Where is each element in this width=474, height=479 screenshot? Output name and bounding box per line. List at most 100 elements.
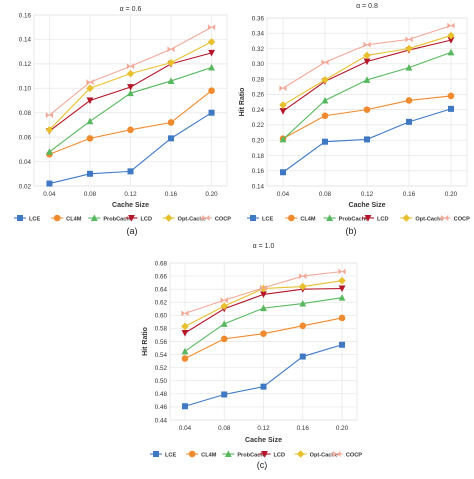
x-tick-label: 0.04 [43, 191, 56, 198]
legend-marker [202, 215, 210, 221]
series-cocp [45, 24, 216, 119]
data-point [447, 22, 455, 29]
data-point [207, 24, 216, 31]
chart-title: α = 0.8 [356, 3, 378, 10]
x-tick-label: 0.16 [165, 191, 178, 198]
data-point [447, 92, 455, 100]
data-point [220, 297, 228, 304]
data-point [321, 59, 329, 66]
series-cl4m [279, 92, 455, 142]
y-tick-label: 0.06 [19, 134, 32, 141]
data-point [405, 97, 413, 104]
data-point [208, 87, 215, 95]
legend-label: LCD [377, 216, 389, 222]
data-point [181, 310, 189, 317]
chart-panel-1: 0.14 0.16 0.18 0.20 0.22 0.24 0.26 0.28 0.30 0.32… [239, 3, 470, 236]
series-lce [46, 109, 215, 187]
chart-title: α = 1.0 [253, 243, 275, 250]
data-point [279, 101, 287, 109]
data-point [260, 383, 267, 390]
series-cocp [279, 22, 455, 92]
x-tick-label: 0.04 [179, 425, 192, 432]
x-tick-label: 0.08 [218, 425, 231, 432]
legend-marker [128, 215, 135, 222]
data-point [339, 341, 346, 348]
y-tick-label: 0.10 [19, 86, 32, 93]
data-point [338, 285, 346, 293]
data-point [86, 170, 93, 177]
data-point [167, 58, 175, 67]
data-point [363, 51, 371, 60]
data-point [126, 63, 135, 70]
legend-label: ProbCache [339, 216, 369, 222]
data-point [363, 58, 371, 66]
data-point [208, 49, 215, 57]
legend-label: ProbCache [103, 216, 133, 222]
data-point [259, 284, 268, 293]
legend-label: CL4M [300, 216, 316, 222]
y-tick-label: 0.02 [19, 183, 32, 190]
legend: LCE CL4M ProbCache LCD Opt-Cache COCP [14, 214, 231, 222]
data-point [321, 76, 329, 84]
legend-marker [402, 214, 411, 222]
y-tick-label: 0.16 [252, 168, 265, 175]
data-point [45, 126, 54, 134]
y-tick-label: 0.48 [155, 391, 168, 398]
legend-marker [326, 214, 334, 221]
y-tick-label: 0.68 [155, 260, 168, 267]
chart-title: α = 0.6 [120, 6, 142, 13]
series-opt-cache [45, 38, 216, 134]
legend-label: LCD [141, 216, 153, 222]
legend-marker [153, 451, 159, 457]
data-point [167, 119, 175, 126]
data-point [181, 329, 189, 337]
y-tick-label: 0.22 [252, 122, 265, 129]
data-point [447, 37, 455, 44]
y-axis-label: Hit Ratio [239, 88, 246, 117]
data-point [280, 169, 286, 176]
data-point [299, 299, 307, 307]
x-tick-label: 0.08 [84, 191, 97, 198]
data-point [298, 282, 307, 291]
legend-marker [224, 450, 232, 457]
data-point [338, 314, 346, 322]
panel-caption: (b) [346, 226, 357, 236]
series-cocp [181, 268, 346, 317]
y-tick-label: 0.56 [155, 339, 168, 346]
y-tick-label: 0.18 [252, 153, 265, 160]
data-point [405, 64, 413, 71]
data-point [46, 148, 53, 155]
data-point [127, 126, 134, 134]
x-tick-label: 0.20 [205, 191, 218, 198]
legend-marker [164, 214, 173, 222]
data-point [86, 117, 94, 125]
data-point [181, 355, 189, 362]
series-opt-cache [181, 276, 346, 331]
data-point [279, 85, 287, 92]
data-point [405, 44, 413, 53]
data-point [338, 294, 346, 301]
y-tick-label: 0.54 [155, 352, 168, 359]
data-point [279, 108, 287, 115]
data-point [181, 347, 189, 355]
data-point [181, 322, 189, 331]
legend-marker [441, 215, 449, 221]
data-point [447, 48, 455, 56]
data-point [338, 276, 346, 285]
legend-marker [17, 215, 23, 221]
x-tick-label: 0.12 [257, 425, 270, 432]
data-point [127, 89, 134, 97]
data-point [207, 38, 216, 46]
data-point [86, 97, 94, 105]
data-point [260, 304, 267, 312]
legend-marker [288, 214, 295, 222]
data-point [260, 291, 267, 298]
legend-marker [364, 215, 372, 222]
y-tick-label: 0.50 [155, 378, 168, 385]
legend: LCE CL4M ProbCache LCD Opt-Cache COCP [247, 214, 470, 222]
data-point [181, 403, 188, 410]
y-tick-label: 0.04 [19, 159, 32, 166]
data-point [364, 136, 370, 143]
legend-marker [261, 451, 268, 458]
